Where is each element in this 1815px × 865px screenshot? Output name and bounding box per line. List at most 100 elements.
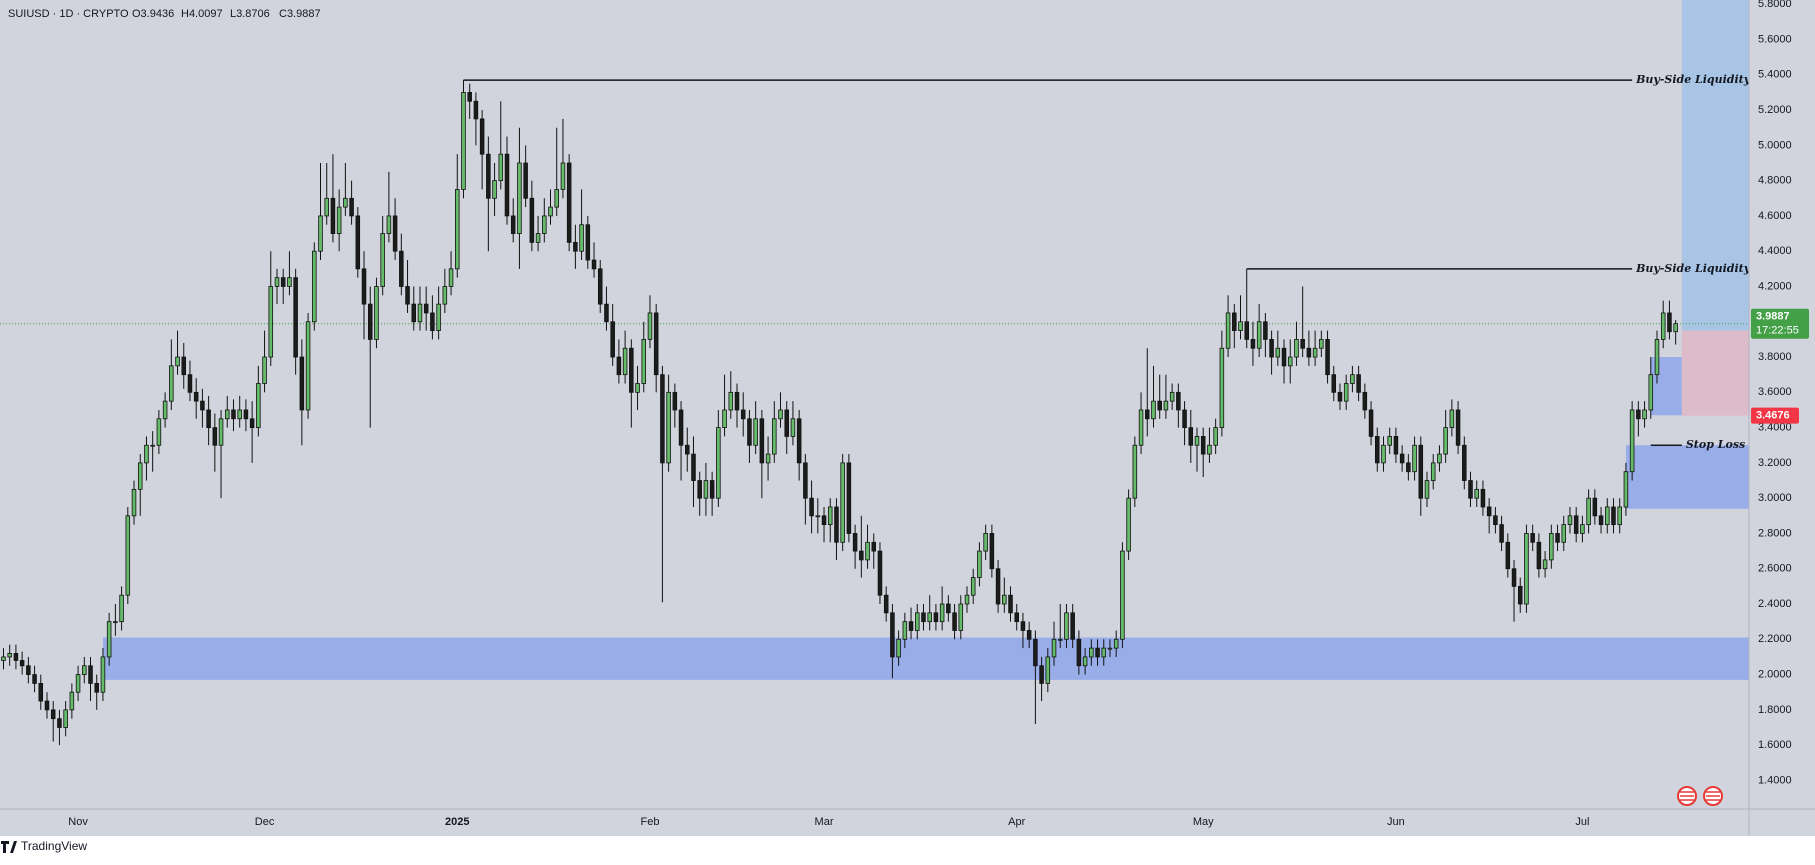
candle-body (57, 718, 62, 728)
candle-body (915, 612, 920, 631)
candle-body (1387, 436, 1392, 446)
candle-body (367, 303, 373, 340)
candle-body (1101, 647, 1107, 658)
candle-body (1517, 585, 1523, 605)
y-tick-label: 2.4000 (1758, 598, 1792, 610)
candle-body (386, 215, 392, 234)
candle-body (921, 612, 926, 623)
candle-body (622, 347, 628, 376)
candle-body (703, 480, 709, 499)
level-label: Stop Loss (1686, 438, 1745, 451)
candle-body (772, 418, 777, 455)
candle-body (933, 612, 939, 623)
candle-body (1113, 638, 1119, 649)
candle-body (734, 391, 740, 411)
candle-body (1287, 356, 1293, 367)
candle-body (162, 400, 168, 420)
candle-body (1424, 480, 1430, 499)
candle-body (1151, 400, 1156, 420)
candle-body (964, 594, 970, 605)
candle-body (542, 215, 547, 234)
candle-body (1412, 444, 1417, 473)
candle-body (1145, 409, 1150, 420)
candle-body (361, 268, 367, 305)
candle-body (1418, 444, 1424, 499)
candle-body (218, 418, 224, 446)
candle-body (1045, 656, 1051, 684)
y-tick-label: 2.6000 (1758, 563, 1792, 575)
y-tick-label: 5.6000 (1758, 33, 1792, 45)
candle-body (1660, 312, 1666, 340)
candle-body (125, 515, 131, 596)
candle-body (1580, 524, 1585, 534)
candle-body (653, 312, 659, 376)
y-tick-label: 5.2000 (1758, 104, 1792, 116)
candle-body (100, 656, 106, 693)
candle-body (523, 162, 528, 199)
candle-body (1107, 647, 1113, 650)
candle-body (747, 418, 752, 446)
candle-body (169, 365, 174, 402)
candle-body (871, 541, 877, 552)
candle-body (1542, 559, 1548, 570)
candle-body (374, 286, 379, 340)
candle-body (94, 682, 99, 693)
candle-body (1611, 506, 1616, 526)
candle-body (392, 215, 398, 252)
candle-body (597, 268, 603, 305)
y-tick-label: 5.4000 (1758, 69, 1792, 81)
candle-body (865, 541, 870, 561)
candle-body (946, 603, 951, 614)
candle-body (1269, 339, 1274, 358)
candle-body (535, 233, 541, 243)
candle-body (890, 612, 895, 658)
candle-body (231, 409, 236, 420)
candle-body (1480, 488, 1486, 508)
candle-body (796, 418, 802, 464)
candle-body (1082, 656, 1088, 667)
candle-body (287, 277, 292, 287)
candle-body (498, 153, 504, 182)
candle-body (1014, 612, 1019, 623)
candle-body (1225, 312, 1231, 349)
candle-body (604, 303, 609, 323)
candle-body (1617, 506, 1622, 526)
event-icons (1677, 786, 1723, 806)
candle-body (722, 409, 727, 429)
candle-body (1263, 321, 1268, 340)
candle-body (1256, 321, 1262, 349)
candle-body (1667, 312, 1672, 333)
candle-body (1319, 339, 1324, 349)
candle-body (629, 347, 634, 393)
brand[interactable]: TradingView (21, 839, 87, 853)
candle-body (479, 118, 485, 155)
symbol: SUIUSD · 1D · CRYPTO (8, 8, 129, 20)
candle-body (672, 391, 678, 411)
candle-body (778, 409, 783, 420)
candle-body (1530, 533, 1535, 543)
candle-body (1443, 427, 1448, 455)
candle-body (119, 594, 124, 623)
candle-body (1076, 638, 1082, 667)
chart-background (0, 0, 1815, 836)
candle-body (1567, 515, 1573, 526)
candle-body (7, 653, 12, 658)
ohlc-low: L3.8706 (230, 8, 270, 20)
candle-body (1337, 391, 1343, 402)
position-stop (1681, 330, 1749, 416)
candle-body (1437, 453, 1442, 464)
candle-body (336, 206, 342, 234)
candle-body (983, 533, 988, 552)
candle-body (225, 409, 230, 420)
candle-body (113, 621, 118, 624)
candle-body (299, 356, 305, 411)
candle-body (436, 303, 441, 331)
candle-body (1157, 400, 1162, 411)
candle-body (1673, 323, 1678, 333)
candle-body (1306, 347, 1312, 358)
candle-body (1561, 524, 1567, 543)
y-tick-label: 4.8000 (1758, 175, 1792, 187)
candle-body (82, 665, 87, 675)
candle-body (1468, 480, 1473, 499)
y-tick-label: 1.8000 (1758, 704, 1792, 716)
